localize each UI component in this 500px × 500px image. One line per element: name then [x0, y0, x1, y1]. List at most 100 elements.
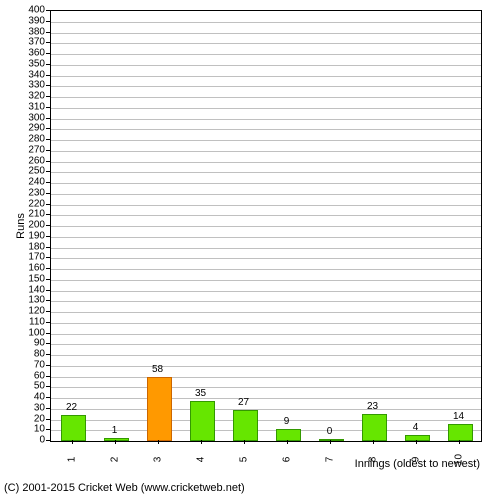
- y-tick-label: 110: [29, 316, 45, 327]
- y-tick-label: 370: [28, 37, 45, 48]
- gridline: [51, 334, 481, 335]
- y-tick: [46, 376, 50, 377]
- y-tick: [46, 247, 50, 248]
- bar-value-label: 9: [284, 416, 290, 427]
- gridline: [51, 129, 481, 130]
- y-tick: [46, 204, 50, 205]
- y-tick-label: 0: [39, 435, 45, 446]
- gridline: [51, 172, 481, 173]
- x-tick: [158, 440, 159, 444]
- x-tick: [244, 440, 245, 444]
- y-tick: [46, 354, 50, 355]
- gridline: [51, 183, 481, 184]
- x-tick: [287, 440, 288, 444]
- y-tick-label: 120: [28, 306, 45, 317]
- y-tick-label: 220: [28, 198, 45, 209]
- y-tick: [46, 397, 50, 398]
- y-tick-label: 200: [28, 220, 45, 231]
- gridline: [51, 76, 481, 77]
- gridline: [51, 86, 481, 87]
- gridline: [51, 409, 481, 410]
- y-tick: [46, 75, 50, 76]
- y-tick: [46, 300, 50, 301]
- bar: [319, 439, 345, 441]
- y-tick-label: 390: [28, 15, 45, 26]
- y-tick-label: 70: [34, 359, 45, 370]
- bar-value-label: 58: [152, 364, 163, 375]
- y-tick: [46, 32, 50, 33]
- x-tick: [330, 440, 331, 444]
- y-tick: [46, 365, 50, 366]
- bar: [147, 377, 173, 441]
- x-tick-label: 6: [281, 457, 292, 463]
- y-tick-label: 130: [28, 295, 45, 306]
- gridline: [51, 344, 481, 345]
- y-tick-label: 230: [28, 187, 45, 198]
- y-tick-label: 60: [34, 370, 45, 381]
- y-tick-label: 240: [28, 177, 45, 188]
- gridline: [51, 312, 481, 313]
- y-tick-label: 300: [28, 112, 45, 123]
- y-tick: [46, 386, 50, 387]
- y-tick: [46, 257, 50, 258]
- y-tick-label: 40: [34, 392, 45, 403]
- y-tick-label: 10: [34, 424, 45, 435]
- x-tick-label: 8: [367, 457, 378, 463]
- y-tick-label: 320: [28, 91, 45, 102]
- gridline: [51, 269, 481, 270]
- y-tick: [46, 118, 50, 119]
- x-tick: [72, 440, 73, 444]
- y-tick-label: 350: [28, 58, 45, 69]
- y-tick-label: 190: [28, 230, 45, 241]
- y-tick: [46, 419, 50, 420]
- gridline: [51, 162, 481, 163]
- gridline: [51, 280, 481, 281]
- copyright-text: (C) 2001-2015 Cricket Web (www.cricketwe…: [4, 482, 245, 494]
- x-tick-label: 4: [195, 457, 206, 463]
- bar-value-label: 4: [413, 422, 419, 433]
- bar-value-label: 35: [195, 388, 206, 399]
- y-tick: [46, 236, 50, 237]
- gridline: [51, 226, 481, 227]
- y-tick: [46, 268, 50, 269]
- y-tick: [46, 21, 50, 22]
- x-tick: [201, 440, 202, 444]
- bar-value-label: 14: [453, 411, 464, 422]
- y-tick-label: 160: [28, 263, 45, 274]
- y-tick: [46, 53, 50, 54]
- y-axis-title: Runs: [15, 213, 27, 239]
- y-tick-label: 260: [28, 155, 45, 166]
- x-tick-label: 9: [410, 457, 421, 463]
- gridline: [51, 248, 481, 249]
- y-tick: [46, 150, 50, 151]
- gridline: [51, 291, 481, 292]
- bar: [233, 410, 259, 441]
- y-tick: [46, 311, 50, 312]
- gridline: [51, 33, 481, 34]
- gridline: [51, 258, 481, 259]
- y-tick-label: 380: [28, 26, 45, 37]
- y-tick-label: 20: [34, 413, 45, 424]
- y-tick: [46, 64, 50, 65]
- x-tick-label: 1: [66, 457, 77, 463]
- bar-value-label: 23: [367, 401, 378, 412]
- y-tick: [46, 322, 50, 323]
- y-tick-label: 90: [34, 338, 45, 349]
- x-tick-label: 3: [152, 457, 163, 463]
- gridline: [51, 43, 481, 44]
- bar-value-label: 27: [238, 397, 249, 408]
- y-tick: [46, 139, 50, 140]
- gridline: [51, 119, 481, 120]
- y-tick-label: 250: [28, 166, 45, 177]
- gridline: [51, 54, 481, 55]
- bar: [362, 414, 388, 441]
- y-tick: [46, 10, 50, 11]
- x-tick: [373, 440, 374, 444]
- y-tick-label: 290: [28, 123, 45, 134]
- y-tick: [46, 440, 50, 441]
- y-tick: [46, 96, 50, 97]
- y-tick: [46, 290, 50, 291]
- plot-area: [50, 10, 482, 442]
- y-tick-label: 360: [28, 48, 45, 59]
- y-tick: [46, 429, 50, 430]
